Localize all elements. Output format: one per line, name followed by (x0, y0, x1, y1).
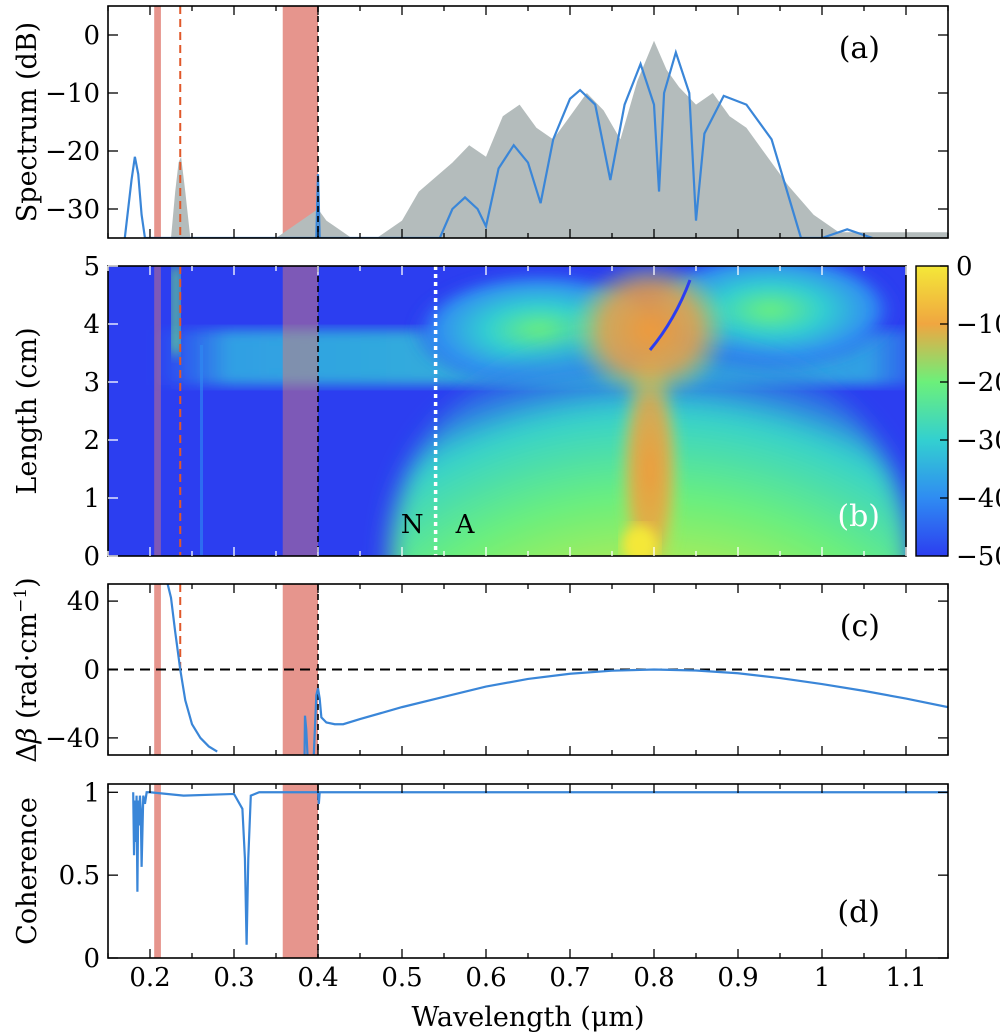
y-tick-label: −10 (45, 79, 100, 109)
y-tick-label: 2 (83, 426, 100, 456)
shaded-band-a-0 (154, 6, 161, 238)
panel-d-ticks: 00.51 (59, 778, 949, 974)
y-tick-label: 0 (83, 542, 100, 572)
panel-b-label: (b) (837, 499, 880, 534)
x-tick-label: 0.5 (381, 963, 422, 993)
panel-a-label: (a) (839, 31, 880, 66)
panel-c-ylabel: Δβ (rad·cm−1) (11, 577, 43, 762)
colorbar-tick-label: 0 (956, 252, 973, 282)
x-tick-label: 0.7 (549, 963, 590, 993)
x-tick-label: 0.9 (717, 963, 758, 993)
y-tick-label: 1 (83, 778, 100, 808)
x-tick-label: 0.8 (633, 963, 674, 993)
ylabel-close: ) (12, 577, 43, 588)
x-tick-label: 0.3 (213, 963, 254, 993)
simulated-spectrum-fill (171, 40, 948, 238)
shaded-band-a-1 (282, 6, 318, 238)
shaded-band-d-1 (282, 784, 318, 958)
colorbar-tick-label: −50 (956, 542, 1000, 572)
heatmap-input-pulse (622, 525, 658, 556)
mismatch-curve-resonance-1 (303, 715, 309, 755)
heatmap-uv-trace (200, 345, 203, 555)
panel-a-ticks: 0 −10 −20 −30 (45, 6, 949, 238)
ylabel-beta: β (12, 728, 43, 745)
x-tick-labels: 0.2 0.3 0.4 0.5 0.6 0.7 0.8 0.9 1 1.1 (129, 963, 926, 993)
x-tick-label: 1 (814, 963, 831, 993)
panel-d-coherence: 00.51 (d) Coherence 0.2 0.3 0.4 0.5 0.6 0.7 0.… (12, 778, 949, 1033)
normal-dispersion-label: N (401, 510, 424, 540)
colorbar-tick-label: −20 (956, 368, 1000, 398)
y-tick-label: 4 (83, 310, 100, 340)
panel-c-phase-mismatch: 40 0 −40 (c) Δβ (rad·cm−1) (11, 577, 949, 763)
colorbar (915, 265, 949, 557)
mismatch-curve-main-branch (312, 668, 948, 755)
panel-b-plot-area (108, 266, 906, 556)
panel-c-label: (c) (840, 609, 880, 644)
panel-d-ylabel: Coherence (12, 797, 43, 945)
y-tick-label: −30 (45, 195, 100, 225)
y-tick-label: 0 (83, 656, 100, 686)
x-tick-label: 0.4 (297, 963, 338, 993)
y-tick-label: −20 (45, 137, 100, 167)
panel-c-plot-area (108, 584, 948, 755)
ylabel-unit: (rad·cm (12, 613, 43, 728)
heatmap-uv-streak (172, 266, 180, 354)
x-tick-label: 1.1 (885, 963, 926, 993)
x-tick-label: 0.6 (465, 963, 506, 993)
model-spectrum-line (123, 48, 873, 238)
y-tick-label: 5 (83, 252, 100, 282)
x-tick-label: 0.2 (129, 963, 170, 993)
panel-d-plot-area (132, 784, 948, 958)
mismatch-curve-left-branch (166, 584, 218, 753)
heatmap-core-column (618, 350, 682, 556)
y-tick-label: −40 (45, 724, 100, 754)
panel-d-frame (107, 783, 949, 959)
panel-c-ticks: 40 0 −40 (45, 584, 949, 755)
colorbar-tick-label: −10 (956, 310, 1000, 340)
panel-b-frame (107, 265, 907, 557)
panel-d-label: (d) (837, 895, 880, 930)
panel-b-heatmap: 0 1 2 3 4 5 (b) N A Length (cm) 0 −10 −20 −30 −40… (12, 252, 1000, 572)
shaded-band-b-0 (154, 266, 161, 556)
colorbar-ticks: 0 −10 −20 −30 −40 −50 (940, 252, 1000, 572)
panel-b-overlays (154, 266, 438, 556)
y-tick-label: 3 (83, 368, 100, 398)
y-tick-label: 0 (83, 21, 100, 51)
panel-a-plot-area (123, 6, 948, 238)
y-tick-label: 1 (83, 484, 100, 514)
shaded-band-b-1 (282, 266, 318, 556)
y-tick-label: 40 (67, 587, 100, 617)
panel-a-spectrum: 0 −10 −20 −30 (a) Spectrum (dB) (12, 5, 949, 239)
y-tick-label: 0 (83, 944, 100, 974)
x-axis-label: Wavelength (μm) (411, 1002, 644, 1033)
panel-b-ylabel: Length (cm) (12, 327, 43, 494)
colorbar-tick-label: −30 (956, 426, 1000, 456)
panel-a-ylabel: Spectrum (dB) (12, 22, 43, 222)
ylabel-delta: Δ (12, 743, 43, 763)
shaded-band-d-0 (154, 784, 161, 958)
colorbar-tick-label: −40 (956, 484, 1000, 514)
coherence-curve (132, 791, 948, 945)
heatmap-upper-core (570, 266, 730, 400)
anomalous-dispersion-label: A (455, 510, 476, 540)
ylabel-exponent: −1 (11, 588, 31, 613)
heatmap-dark-streak (648, 279, 692, 351)
panel-b-ticks: 0 1 2 3 4 5 (83, 252, 907, 572)
y-tick-label: 0.5 (59, 861, 100, 891)
